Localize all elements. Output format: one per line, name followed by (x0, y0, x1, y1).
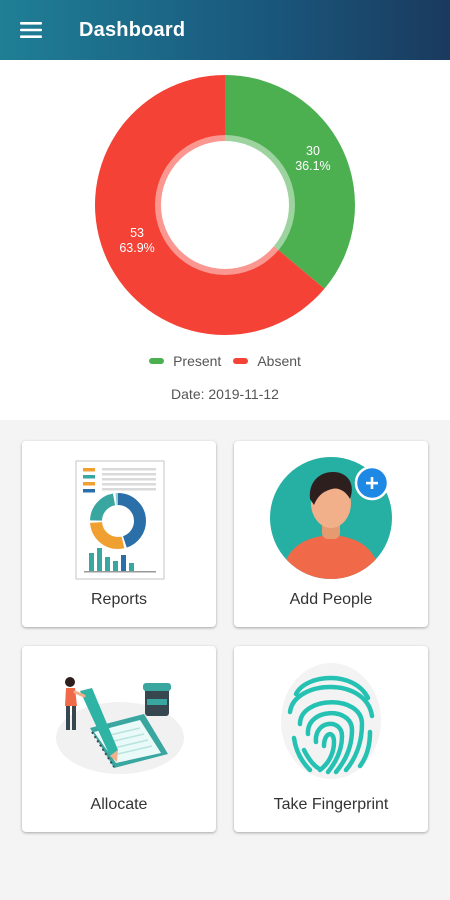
add-person-illustration-icon (270, 457, 392, 579)
take-fingerprint-card[interactable]: Take Fingerprint (234, 646, 428, 832)
fingerprint-illustration-icon (281, 663, 381, 779)
take-fingerprint-label: Take Fingerprint (273, 796, 389, 813)
allocate-illustration-icon (56, 677, 184, 774)
legend-label-absent: Absent (257, 353, 301, 369)
legend-swatch-present (149, 358, 165, 364)
add-people-label: Add People (289, 591, 373, 608)
page-title: Dashboard (79, 18, 186, 41)
reports-illustration-icon (75, 460, 165, 580)
pie-slice-present (225, 75, 356, 289)
attendance-date: Date: 2019-11-12 (171, 386, 279, 402)
reports-card[interactable]: Reports (22, 441, 216, 627)
chart-legend: Present Absent (0, 353, 450, 369)
legend-label-present: Present (173, 353, 222, 369)
app-bar: Dashboard (0, 0, 450, 60)
legend-item-absent: Absent (233, 353, 301, 369)
legend-swatch-absent (233, 358, 249, 364)
menu-button[interactable] (0, 0, 62, 60)
allocate-label: Allocate (90, 796, 148, 813)
slice-percent-label-absent: 63.9% (119, 241, 154, 255)
allocate-card[interactable]: Allocate (22, 646, 216, 832)
add-people-card[interactable]: Add People (234, 441, 428, 627)
legend-item-present: Present (149, 353, 221, 369)
hamburger-menu-icon (20, 22, 42, 38)
attendance-chart-panel: 30 36.1% 53 63.9% Present Absent Date: 2019… (0, 60, 450, 420)
slice-percent-label-present: 36.1% (295, 159, 330, 173)
slice-value-label-present: 30 (306, 144, 320, 158)
slice-value-label-absent: 53 (130, 226, 144, 240)
reports-label: Reports (90, 591, 148, 608)
